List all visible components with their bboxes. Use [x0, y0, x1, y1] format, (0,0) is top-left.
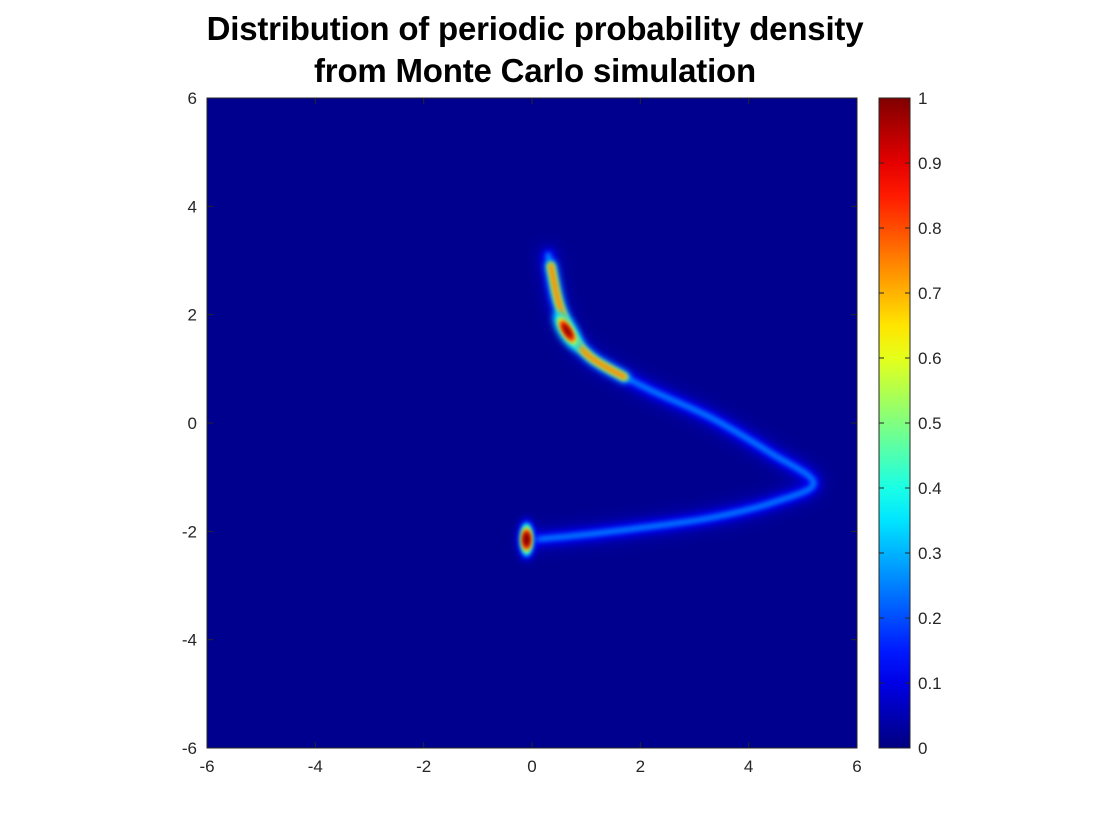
chart-title-line-2: from Monte Carlo simulation — [314, 52, 756, 89]
colorbar-tick-label: 1 — [918, 89, 927, 108]
chart-title-line-1: Distribution of periodic probability den… — [206, 10, 864, 47]
upper-peak-layer-3 — [562, 324, 572, 338]
chart-title: Distribution of periodic probability den… — [110, 8, 960, 92]
heatmap-background — [207, 98, 857, 748]
colorbar-tick-label: 0 — [918, 739, 927, 758]
lower-peak-layer-4 — [523, 532, 531, 547]
colorbar-gradient — [878, 97, 911, 749]
y-tick-label: 6 — [188, 89, 197, 108]
colorbar-tick-label: 0.7 — [918, 284, 942, 303]
y-tick-label: -2 — [182, 522, 197, 541]
colorbar: 0 0.1 0.2 0.3 0.4 0.5 0.6 0.7 0.8 0.9 1 — [878, 89, 942, 758]
colorbar-tick-label: 0.9 — [918, 154, 942, 173]
axes: -6 -4 -2 0 2 4 6 -6 -4 -2 0 2 4 6 — [182, 89, 862, 776]
x-tick-label: 6 — [852, 757, 861, 776]
x-tick-label: 0 — [527, 757, 536, 776]
colorbar-tick-label: 0.1 — [918, 674, 942, 693]
colorbar-tick-label: 0.4 — [918, 479, 942, 498]
x-tick-label: -2 — [416, 757, 431, 776]
y-tick-label: -4 — [182, 631, 197, 650]
colorbar-tick-label: 0.2 — [918, 609, 942, 628]
colorbar-tick-label: 0.3 — [918, 544, 942, 563]
y-tick-label: 2 — [188, 306, 197, 325]
x-tick-label: -6 — [199, 757, 214, 776]
y-tick-label: 0 — [188, 414, 197, 433]
plot-area — [207, 98, 857, 748]
density-field — [516, 244, 825, 562]
colorbar-tick-label: 0.6 — [918, 349, 942, 368]
x-tick-label: 4 — [744, 757, 753, 776]
y-tick-label: 4 — [188, 197, 197, 216]
x-tick-label: -4 — [308, 757, 323, 776]
x-tick-label: 2 — [636, 757, 645, 776]
colorbar-tick-label: 0.8 — [918, 219, 942, 238]
colorbar-tick-label: 0.5 — [918, 414, 942, 433]
y-tick-label: -6 — [182, 739, 197, 758]
